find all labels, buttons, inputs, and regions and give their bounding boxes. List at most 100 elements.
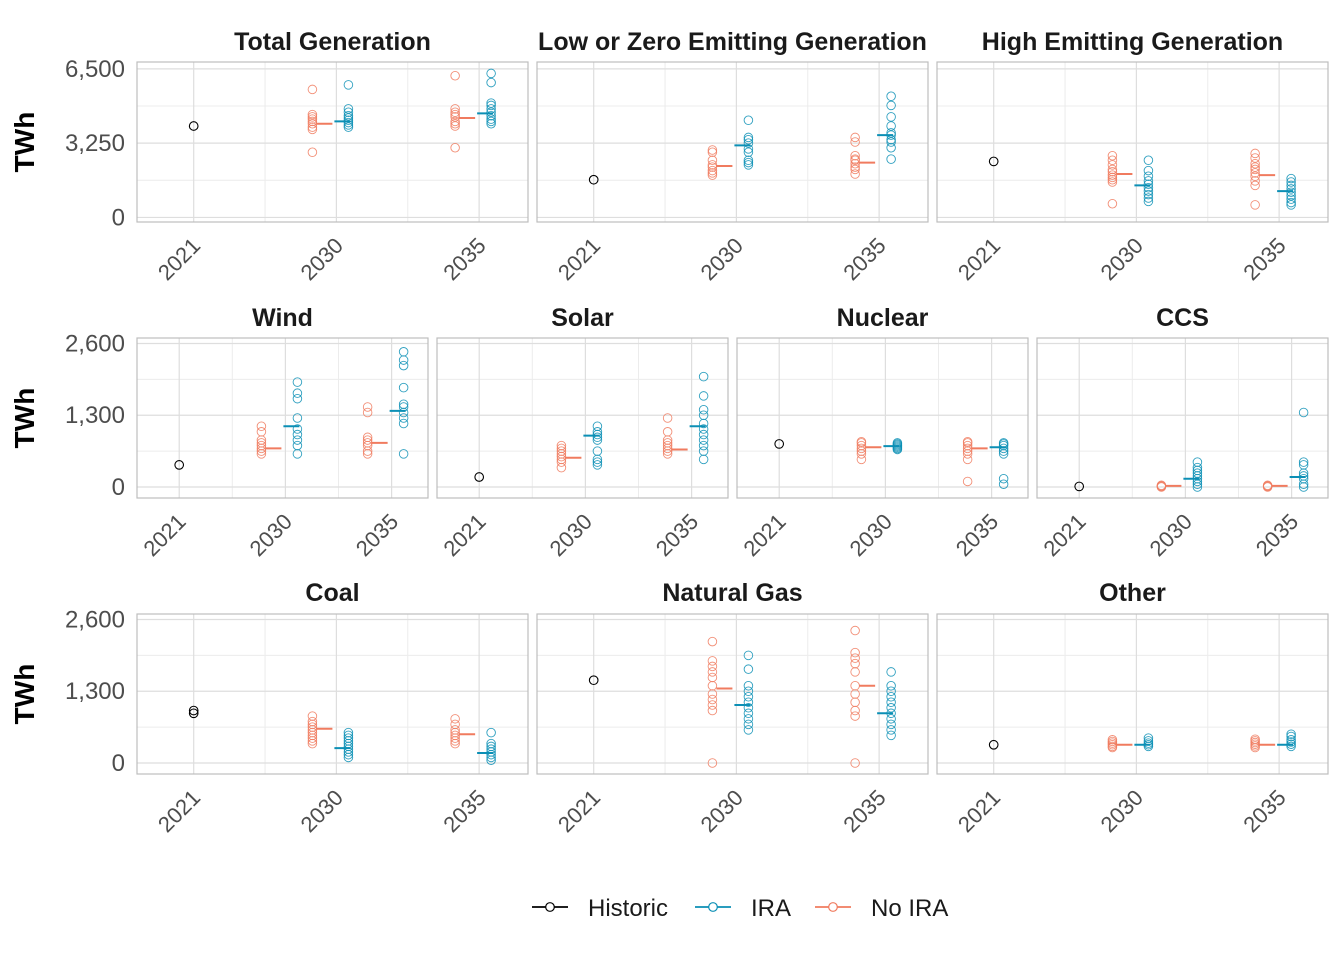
ira-point bbox=[1143, 186, 1154, 196]
no-ira-point bbox=[856, 436, 867, 447]
no-ira-point bbox=[307, 147, 318, 158]
ira-point bbox=[698, 404, 709, 415]
ira-point bbox=[486, 110, 496, 121]
ira-point bbox=[398, 418, 409, 429]
no-ira-point bbox=[707, 700, 718, 710]
ira-point bbox=[743, 686, 754, 696]
no-ira-point bbox=[662, 440, 673, 451]
legend-item-no-ira: No IRA bbox=[815, 895, 948, 922]
no-ira-point bbox=[707, 694, 718, 705]
ira-point bbox=[1286, 180, 1296, 191]
ira-point bbox=[743, 680, 754, 691]
panel-border bbox=[536, 613, 929, 775]
no-ira-point bbox=[450, 107, 460, 118]
panel-4: Solar 2021 2030 2035 bbox=[436, 304, 729, 561]
ira-point bbox=[743, 160, 754, 170]
ira-point bbox=[698, 435, 709, 445]
panel-title: Solar bbox=[551, 304, 614, 332]
ira-point bbox=[486, 107, 496, 118]
x-tick-label: 2035 bbox=[951, 509, 1003, 561]
ira-point bbox=[886, 100, 896, 111]
ira-point bbox=[486, 98, 496, 108]
no-ira-point bbox=[850, 625, 860, 636]
y-tick-label: 0 bbox=[112, 474, 125, 501]
ira-point bbox=[886, 719, 896, 730]
panel-0: Total Generation 2021 2030 2035 0 3,250 6,500 T… bbox=[9, 28, 529, 285]
no-ira-point bbox=[1107, 160, 1118, 170]
x-tick-label: 2030 bbox=[545, 509, 597, 561]
ira-point bbox=[743, 703, 754, 713]
ira-point bbox=[486, 68, 496, 79]
ira-point bbox=[292, 424, 303, 434]
no-ira-point bbox=[850, 150, 860, 161]
no-ira-point bbox=[707, 636, 718, 647]
x-tick-label: 2021 bbox=[553, 233, 605, 285]
no-ira-point bbox=[450, 121, 460, 131]
ira-point bbox=[292, 413, 303, 423]
x-tick-label: 2030 bbox=[1145, 509, 1197, 561]
panel-2: High Emitting Generation 2021 2030 2035 bbox=[936, 28, 1329, 285]
ira-point bbox=[743, 115, 754, 126]
ira-point bbox=[886, 121, 896, 131]
ira-point bbox=[886, 725, 896, 735]
no-ira-point bbox=[707, 705, 718, 716]
x-tick-label: 2035 bbox=[1251, 509, 1303, 561]
historic-point bbox=[474, 472, 485, 482]
y-tick-label: 1,300 bbox=[65, 678, 125, 705]
ira-point bbox=[343, 115, 354, 126]
panel-8: Natural Gas 2021 2030 2035 bbox=[536, 579, 929, 837]
ira-point bbox=[743, 664, 754, 674]
no-ira-point bbox=[856, 443, 867, 454]
ira-point bbox=[398, 347, 409, 357]
no-ira-point bbox=[1250, 176, 1260, 186]
panel-border bbox=[136, 613, 529, 775]
ira-point bbox=[743, 138, 754, 148]
ira-point bbox=[343, 117, 354, 128]
ira-point bbox=[1298, 473, 1309, 484]
ira-point bbox=[398, 360, 409, 371]
no-ira-point bbox=[307, 711, 318, 721]
x-tick-label: 2035 bbox=[838, 233, 890, 285]
x-tick-label: 2030 bbox=[696, 785, 748, 837]
no-ira-point bbox=[707, 147, 718, 158]
panel-6: CCS 2021 2030 2035 bbox=[1036, 304, 1329, 561]
panel-7: Coal 2021 2030 2035 0 1,300 2,600 TWh bbox=[9, 579, 529, 837]
ira-point bbox=[1143, 179, 1154, 190]
ira-point bbox=[698, 410, 709, 420]
panel-border bbox=[936, 61, 1329, 223]
legend-label: Historic bbox=[588, 895, 668, 922]
ira-point bbox=[1286, 200, 1296, 210]
panel-border bbox=[136, 61, 529, 223]
no-ira-point bbox=[450, 142, 460, 153]
x-tick-label: 2021 bbox=[738, 509, 790, 561]
historic-point bbox=[188, 708, 199, 719]
panel-9: Other 2021 2030 2035 bbox=[936, 579, 1329, 837]
x-tick-label: 2035 bbox=[838, 785, 890, 837]
no-ira-point bbox=[707, 160, 718, 170]
no-ira-point bbox=[1107, 155, 1118, 166]
no-ira-point bbox=[850, 653, 860, 663]
ira-point bbox=[743, 697, 754, 708]
x-tick-label: 2035 bbox=[651, 509, 703, 561]
ira-point bbox=[486, 100, 496, 111]
panel-title: High Emitting Generation bbox=[982, 28, 1283, 56]
legend-key-point bbox=[545, 902, 555, 912]
ira-point bbox=[698, 440, 709, 451]
ira-point bbox=[743, 692, 754, 702]
ira-point bbox=[1286, 184, 1296, 194]
ira-point bbox=[1143, 733, 1154, 743]
panel-border bbox=[536, 61, 929, 223]
ira-point bbox=[1298, 460, 1309, 470]
ira-point bbox=[486, 77, 496, 88]
x-tick-label: 2021 bbox=[153, 785, 205, 837]
ira-point bbox=[292, 393, 303, 404]
ira-point bbox=[886, 686, 896, 696]
ira-point bbox=[1286, 177, 1296, 187]
no-ira-point bbox=[307, 109, 318, 120]
no-ira-point bbox=[662, 427, 673, 437]
no-ira-point bbox=[850, 758, 860, 768]
ira-point bbox=[1143, 196, 1154, 207]
ira-point bbox=[343, 122, 354, 132]
no-ira-point bbox=[1250, 158, 1260, 169]
no-ira-point bbox=[362, 435, 373, 445]
